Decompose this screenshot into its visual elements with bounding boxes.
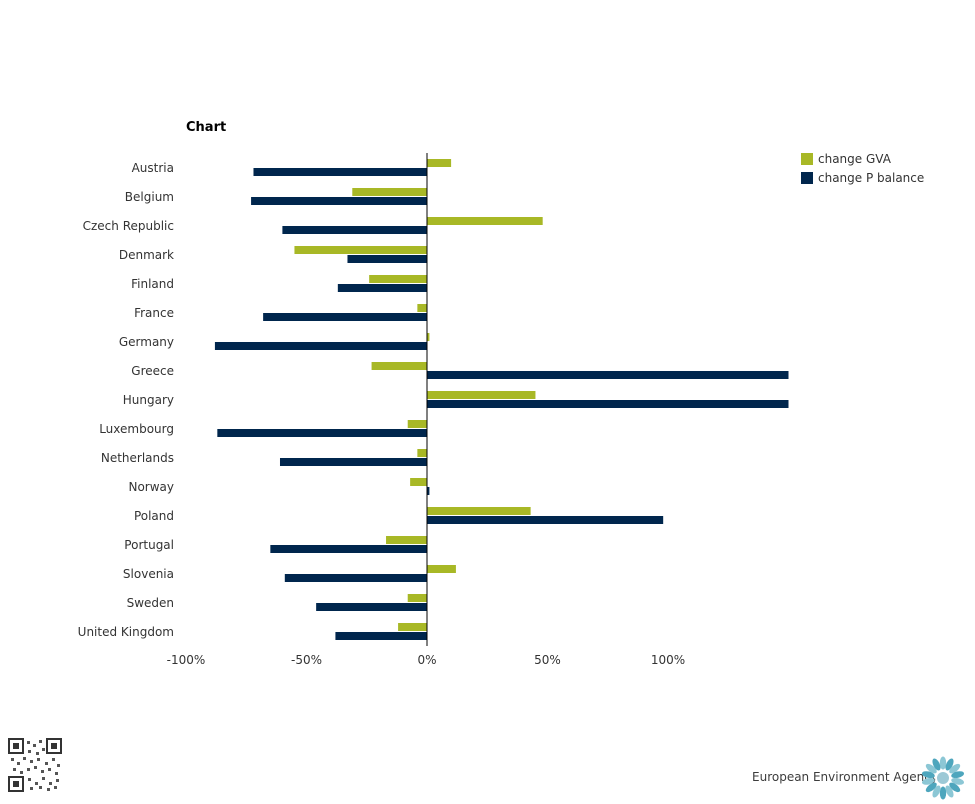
bar-gva — [386, 536, 427, 544]
bar-p-balance — [217, 429, 427, 437]
bar-gva — [427, 565, 456, 573]
bar-gva — [369, 275, 427, 283]
bar-p-balance — [270, 545, 427, 553]
legend-swatch — [801, 172, 813, 184]
bar-gva — [427, 507, 531, 515]
bar-p-balance — [316, 603, 427, 611]
bar-gva — [407, 594, 427, 602]
bar-gva — [398, 623, 427, 631]
bar-p-balance — [427, 516, 664, 524]
x-tick-label: -100% — [167, 653, 206, 667]
bar-p-balance — [427, 487, 430, 495]
legend-label: change GVA — [818, 152, 892, 166]
category-label: Germany — [119, 335, 174, 349]
category-label: Finland — [131, 277, 174, 291]
bar-gva — [410, 478, 427, 486]
logo-petal — [921, 771, 935, 779]
logo-petal — [925, 763, 937, 774]
bar-p-balance — [282, 226, 427, 234]
category-label: Hungary — [123, 393, 174, 407]
category-label: Slovenia — [123, 567, 174, 581]
category-label: France — [134, 306, 174, 320]
x-tick-label: -50% — [291, 653, 322, 667]
logo-petal — [925, 782, 937, 793]
bar-p-balance — [427, 400, 789, 408]
category-label: Czech Republic — [83, 219, 174, 233]
logo-petal — [949, 782, 961, 793]
category-label: Greece — [131, 364, 174, 378]
bar-p-balance — [253, 168, 427, 176]
bar-p-balance — [427, 371, 789, 379]
logo-petal — [939, 756, 947, 770]
logo-petal — [932, 785, 941, 798]
logo-petal — [945, 758, 954, 771]
logo-petal — [951, 777, 965, 785]
category-label: Austria — [132, 161, 174, 175]
logo-petal — [921, 777, 935, 785]
category-label: Denmark — [119, 248, 174, 262]
bar-p-balance — [263, 313, 427, 321]
category-label: Sweden — [127, 596, 174, 610]
bar-gva — [427, 333, 430, 341]
bar-p-balance — [284, 574, 427, 582]
bar-gva — [352, 188, 427, 196]
chart-title: Chart — [186, 120, 227, 135]
bar-gva — [427, 159, 452, 167]
category-label: Netherlands — [101, 451, 174, 465]
bar-p-balance — [347, 255, 427, 263]
agency-logo-text: European Environment Agency — [752, 770, 938, 784]
category-label: Norway — [128, 480, 174, 494]
bar-gva — [371, 362, 427, 370]
legend-label: change P balance — [818, 171, 924, 185]
category-label: Luxembourg — [99, 422, 174, 436]
bar-gva — [427, 217, 543, 225]
logo-petal — [932, 758, 941, 771]
logo-petal — [939, 786, 947, 800]
x-tick-label: 100% — [651, 653, 685, 667]
logo-petal — [949, 763, 961, 774]
bar-gva — [417, 304, 427, 312]
logo-petal — [951, 771, 965, 779]
bar-gva — [407, 420, 427, 428]
bar-gva — [294, 246, 427, 254]
category-label: United Kingdom — [78, 625, 174, 639]
bar-p-balance — [214, 342, 427, 350]
category-label: Portugal — [124, 538, 174, 552]
bar-gva — [427, 391, 536, 399]
category-label: Belgium — [125, 190, 174, 204]
qr-code-icon — [8, 738, 62, 792]
bar-p-balance — [337, 284, 427, 292]
x-tick-label: 0% — [417, 653, 436, 667]
logo-petal — [945, 785, 954, 798]
x-tick-label: 50% — [534, 653, 561, 667]
bar-p-balance — [279, 458, 427, 466]
category-label: Poland — [134, 509, 174, 523]
bar-p-balance — [251, 197, 427, 205]
bar-p-balance — [335, 632, 427, 640]
eea-logo-icon — [920, 756, 966, 800]
legend-swatch — [801, 153, 813, 165]
bar-gva — [417, 449, 427, 457]
